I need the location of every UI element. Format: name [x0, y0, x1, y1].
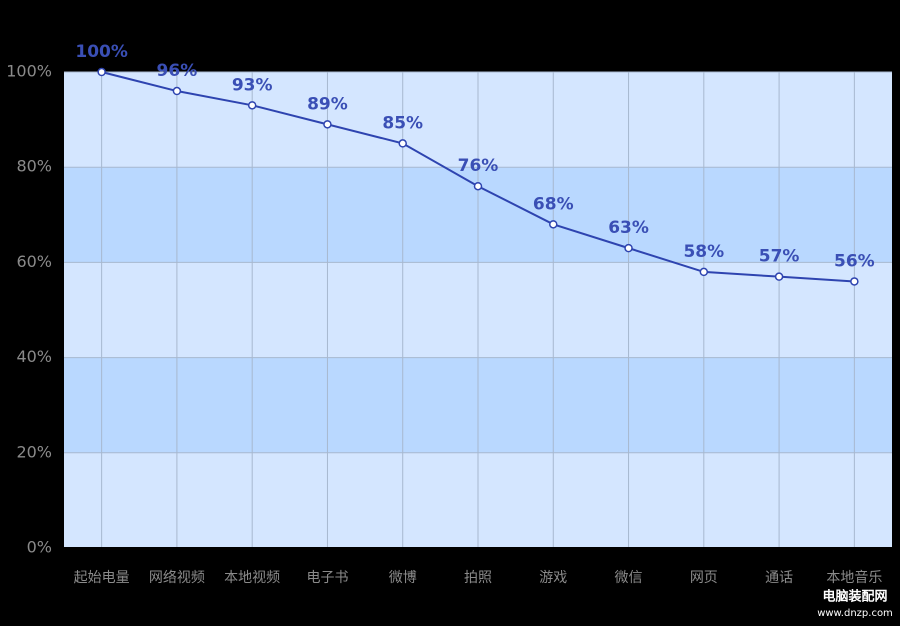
y-tick-label: 40%: [16, 347, 52, 366]
point: [624, 243, 633, 253]
data-label: 63%: [608, 218, 649, 238]
y-tick-label: 100%: [6, 62, 52, 81]
data-label: 89%: [307, 94, 348, 114]
point: [247, 101, 257, 110]
x-tick-label: 通话: [765, 570, 793, 586]
data-label: 76%: [458, 156, 499, 176]
data-label: 56%: [834, 251, 875, 271]
y-tick-label: 20%: [16, 442, 52, 461]
point: [398, 139, 407, 148]
x-tick-label: 网页: [690, 570, 718, 586]
y-tick-label: 80%: [16, 157, 52, 176]
point: [699, 267, 709, 277]
x-tick-label: 微博: [389, 569, 417, 586]
point: [549, 220, 558, 229]
x-tick-label: 拍照: [464, 570, 492, 586]
watermark-url: www.dnzp.com: [817, 608, 893, 619]
data-label: 100%: [75, 42, 128, 62]
point: [473, 181, 483, 191]
point: [774, 272, 784, 281]
x-tick-label: 微信: [615, 570, 643, 586]
x-tick-label: 电子书: [306, 570, 348, 586]
y-tick-label: 60%: [16, 252, 52, 271]
x-tick-label: 本地音乐: [826, 569, 882, 586]
data-label: 58%: [683, 242, 724, 262]
point: [850, 277, 859, 286]
x-tick-label: 本地视频: [224, 570, 280, 586]
point: [172, 86, 182, 96]
x-tick-label: 起始电量: [74, 570, 130, 586]
data-label: 57%: [759, 247, 800, 267]
x-tick-label: 游戏: [539, 570, 567, 586]
watermark-title: 电脑装配网: [822, 589, 887, 605]
x-tick-label: 网络视频: [149, 570, 205, 586]
point: [97, 67, 106, 77]
data-label: 96%: [157, 61, 198, 81]
data-label: 85%: [382, 113, 423, 133]
point: [323, 120, 332, 129]
data-label: 68%: [533, 194, 574, 214]
y-tick-label: 0%: [27, 538, 52, 557]
data-label: 93%: [232, 75, 273, 95]
